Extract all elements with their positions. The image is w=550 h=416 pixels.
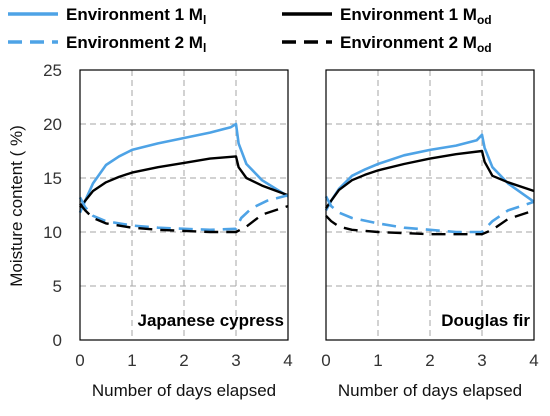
x-tick-label: 2	[179, 351, 188, 370]
x-tick-label: 2	[425, 351, 434, 370]
x-tick-label: 0	[321, 351, 330, 370]
legend-label-env1-ml: Environment 1 Ml	[66, 5, 206, 27]
series-line-environment-2-ml	[324, 195, 535, 234]
x-tick-label: 3	[477, 351, 486, 370]
legend-label-env2-ml: Environment 2 Ml	[66, 33, 206, 55]
legend-item-env1-ml: Environment 1 Ml	[8, 5, 206, 27]
y-tick-label: 15	[43, 169, 62, 188]
legend: Environment 1 Ml Environment 1 Mod Envir…	[8, 5, 492, 55]
series-line-environment-1-mod	[79, 155, 289, 208]
series-line-environment-2-ml	[78, 194, 289, 232]
panel-douglas-fir: 0 1 2 3 4 Number of days elapsed Douglas fir	[321, 69, 539, 400]
legend-item-env1-mod: Environment 1 Mod	[282, 5, 492, 27]
y-axis-title: Moisture content ( %)	[7, 125, 26, 287]
legend-item-env2-ml: Environment 2 Ml	[8, 33, 206, 55]
y-tick-label: 0	[53, 331, 62, 350]
series-line-environment-2-mod	[325, 209, 535, 236]
plot-frame	[79, 69, 289, 341]
y-tick-label: 5	[53, 277, 62, 296]
series-line-environment-1-ml	[324, 133, 535, 212]
x-tick-label: 0	[75, 351, 84, 370]
panel-label: Japanese cypress	[138, 311, 285, 330]
x-axis-title: Number of days elapsed	[92, 381, 276, 400]
y-tick-label: 20	[43, 115, 62, 134]
x-axis-title: Number of days elapsed	[338, 381, 522, 400]
x-tick-label: 4	[283, 351, 292, 370]
x-tick-label: 1	[127, 351, 136, 370]
plot-frame	[325, 69, 535, 341]
x-tick-label: 3	[231, 351, 240, 370]
series-line-environment-1-ml	[78, 122, 289, 214]
x-tick-label: 1	[373, 351, 382, 370]
legend-item-env2-mod: Environment 2 Mod	[282, 33, 492, 55]
y-tick-label: 10	[43, 223, 62, 242]
legend-label-env1-mod: Environment 1 Mod	[340, 5, 492, 27]
panel-label: Douglas fir	[441, 311, 530, 330]
panel-japanese-cypress: 0 5 10 15 20 25 0 1 2 3 4 Number of days elapsed Jap…	[43, 61, 293, 400]
y-tick-label: 25	[43, 61, 62, 80]
series-line-environment-2-mod	[79, 203, 289, 234]
series-line-environment-1-mod	[325, 149, 535, 209]
legend-label-env2-mod: Environment 2 Mod	[340, 33, 492, 55]
x-tick-label: 4	[529, 351, 538, 370]
